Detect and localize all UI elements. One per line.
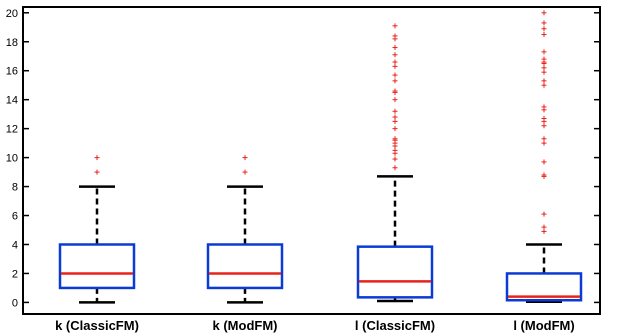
category-label: k (ModFM) bbox=[213, 318, 278, 333]
outlier-marker bbox=[392, 59, 398, 65]
category-label: l (ClassicFM) bbox=[355, 318, 435, 333]
outlier-marker bbox=[392, 72, 398, 78]
outlier-marker bbox=[541, 82, 547, 88]
y-tick-label: 2 bbox=[12, 268, 18, 280]
outlier-marker bbox=[94, 169, 100, 175]
y-tick-label: 16 bbox=[6, 66, 18, 78]
outlier-marker bbox=[541, 172, 547, 178]
box-group bbox=[356, 23, 434, 303]
iqr-box bbox=[206, 243, 284, 290]
outlier-marker bbox=[392, 33, 398, 39]
category-label: k (ClassicFM) bbox=[55, 318, 139, 333]
outlier-marker bbox=[392, 108, 398, 114]
plot-frame bbox=[22, 6, 601, 315]
y-tick-label: 6 bbox=[12, 211, 18, 223]
y-tick-label: 8 bbox=[12, 182, 18, 194]
outlier-marker bbox=[392, 126, 398, 132]
y-axis-ticks: 0 2 4 6 8 10 12 14 16 18 20 bbox=[6, 8, 600, 309]
outlier-marker bbox=[242, 169, 248, 175]
outlier-marker bbox=[541, 32, 547, 38]
y-tick-label: 12 bbox=[6, 124, 18, 136]
outlier-marker bbox=[541, 56, 547, 62]
y-tick-label: 10 bbox=[6, 153, 18, 165]
outlier-marker bbox=[541, 140, 547, 146]
outlier-marker bbox=[392, 147, 398, 153]
outlier-marker bbox=[541, 20, 547, 26]
outlier-marker bbox=[541, 228, 547, 234]
outlier-marker bbox=[392, 118, 398, 124]
outlier-marker bbox=[541, 26, 547, 32]
outlier-marker bbox=[541, 78, 547, 84]
outlier-marker bbox=[541, 224, 547, 230]
box-group bbox=[206, 155, 284, 304]
category-labels: k (ClassicFM) k (ModFM) l (ClassicFM) l (Mo… bbox=[55, 318, 575, 333]
y-tick-label: 20 bbox=[6, 8, 18, 20]
box-series bbox=[58, 10, 583, 304]
outlier-marker bbox=[541, 49, 547, 55]
outlier-marker bbox=[541, 65, 547, 71]
outlier-marker bbox=[392, 45, 398, 51]
box-group bbox=[58, 155, 136, 304]
outlier-marker bbox=[392, 23, 398, 29]
outlier-marker bbox=[541, 211, 547, 217]
outlier-marker bbox=[392, 88, 398, 94]
iqr-box bbox=[356, 245, 434, 299]
outlier-marker bbox=[392, 63, 398, 69]
outlier-marker bbox=[392, 156, 398, 162]
outlier-marker bbox=[541, 136, 547, 142]
outlier-marker bbox=[392, 78, 398, 84]
outlier-marker bbox=[541, 159, 547, 165]
outlier-marker bbox=[242, 155, 248, 161]
y-tick-label: 0 bbox=[12, 297, 18, 309]
category-label: l (ModFM) bbox=[513, 318, 574, 333]
outlier-marker bbox=[541, 10, 547, 16]
outlier-marker bbox=[541, 69, 547, 75]
outlier-marker bbox=[392, 52, 398, 58]
outlier-marker bbox=[392, 165, 398, 171]
outlier-marker bbox=[392, 136, 398, 142]
y-tick-label: 18 bbox=[6, 37, 18, 49]
outlier-marker bbox=[541, 123, 547, 129]
y-tick-label: 4 bbox=[12, 239, 18, 251]
outlier-marker bbox=[392, 97, 398, 103]
y-tick-label: 14 bbox=[6, 95, 18, 107]
box-group bbox=[505, 10, 583, 303]
outlier-marker bbox=[541, 104, 547, 110]
outlier-marker bbox=[392, 114, 398, 120]
outlier-marker bbox=[541, 116, 547, 122]
iqr-box bbox=[58, 243, 136, 290]
outlier-marker bbox=[94, 155, 100, 161]
